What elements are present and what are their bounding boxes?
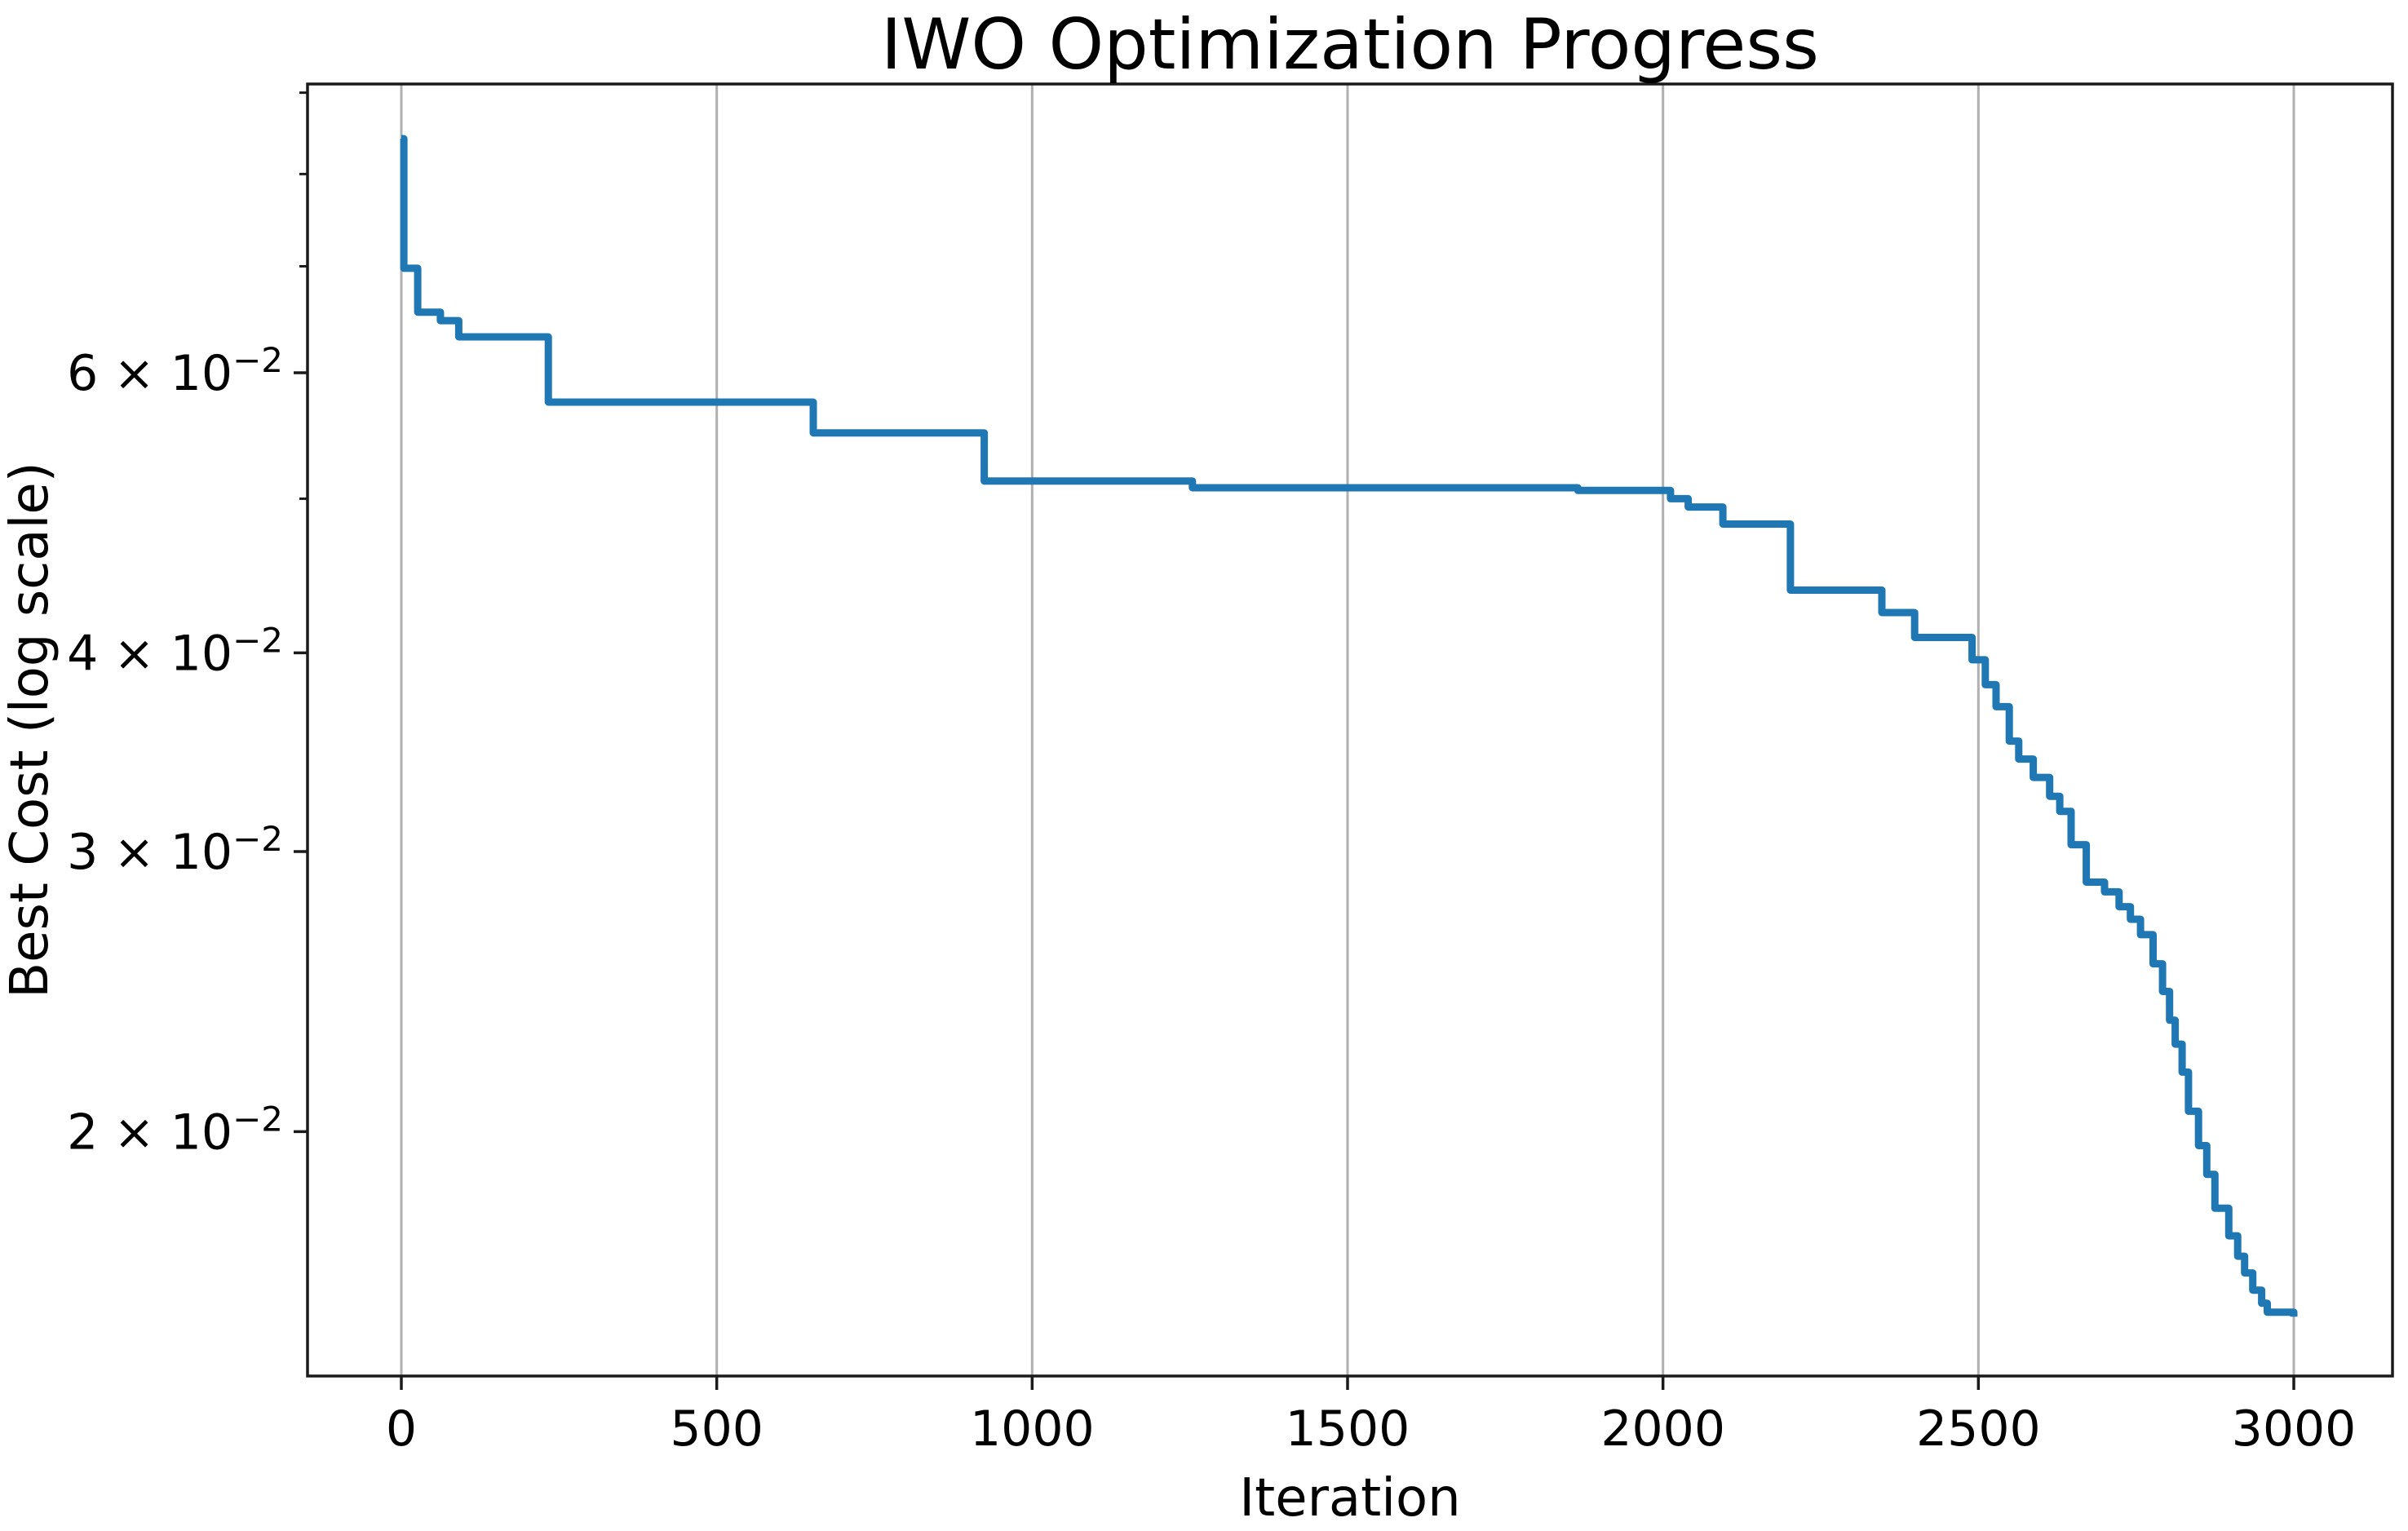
x-tick-label: 0 (386, 1400, 417, 1458)
plot-border (306, 82, 2394, 1378)
y-tick-label: 2 × 10−2 (67, 1099, 283, 1161)
x-tick-label: 2000 (1600, 1400, 1725, 1458)
gridlines (400, 84, 2295, 1376)
x-tick-label: 3000 (2232, 1400, 2357, 1458)
chart-title: IWO Optimization Progress (881, 4, 1819, 86)
x-axis-label: Iteration (1239, 1468, 1460, 1529)
x-tick-label: 1500 (1286, 1400, 1410, 1458)
x-tick-label: 500 (670, 1400, 764, 1458)
series-layer (400, 135, 2298, 1317)
x-tick-label: 1000 (970, 1400, 1095, 1458)
best-cost-line (400, 135, 2298, 1317)
y-tick-label: 6 × 10−2 (67, 340, 283, 402)
tick-labels: 0 500 1000 1500 2000 2500 3000 6 × 10−2 4 × 10−2… (67, 340, 2356, 1458)
y-axis-label: Best Cost (log scale) (0, 462, 60, 998)
y-tick-label: 3 × 10−2 (67, 819, 283, 881)
y-tick-label: 4 × 10−2 (67, 620, 283, 682)
x-tick-label: 2500 (1916, 1400, 2041, 1458)
axis-ticks (294, 91, 2295, 1390)
